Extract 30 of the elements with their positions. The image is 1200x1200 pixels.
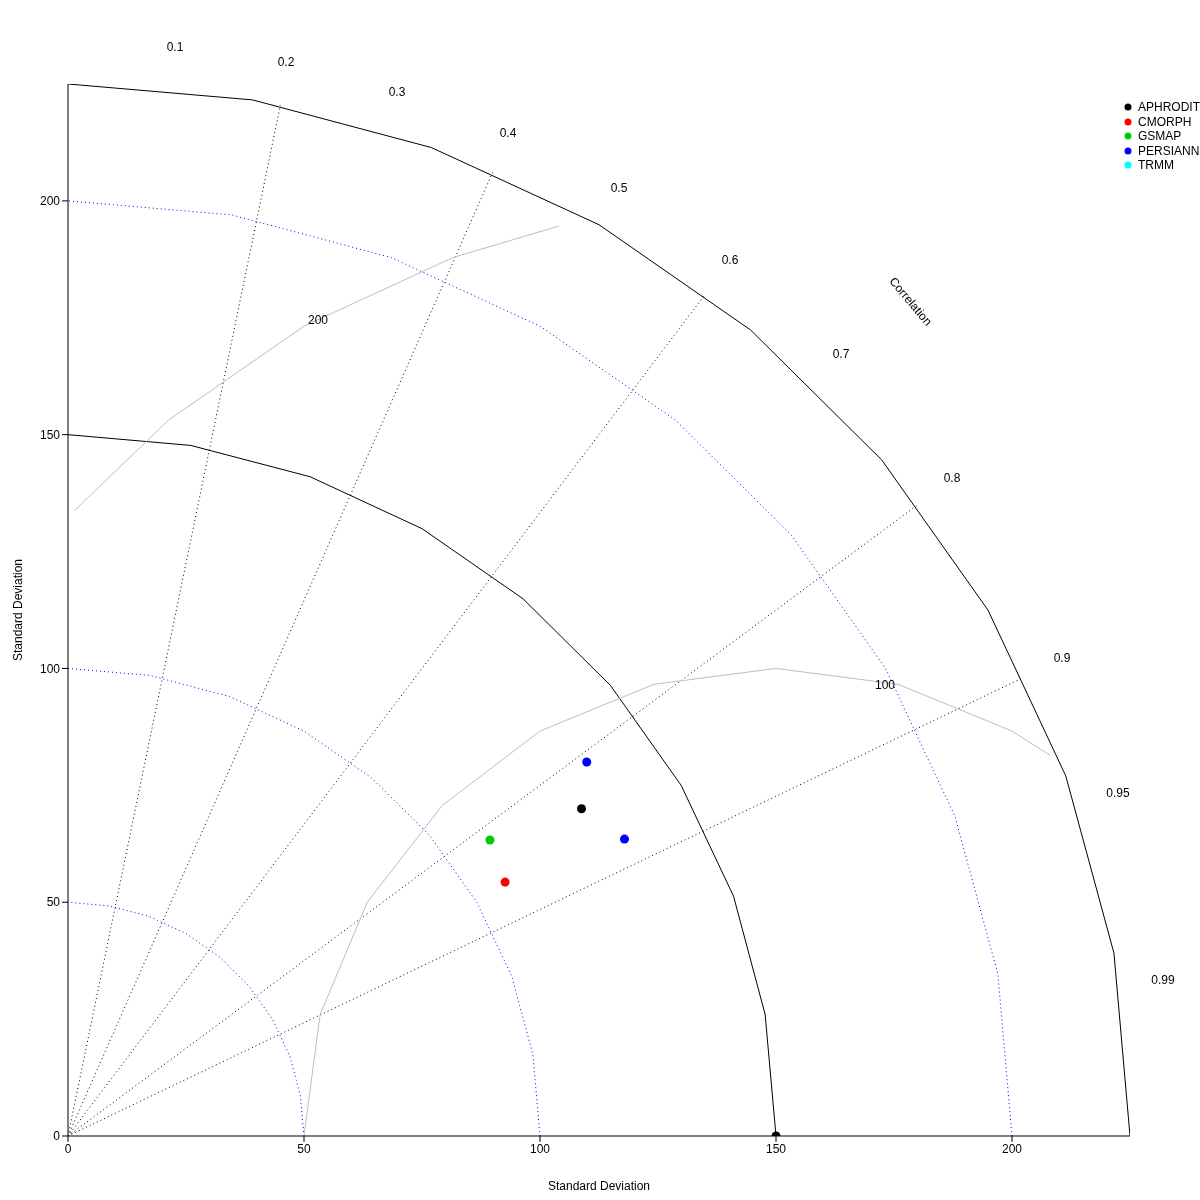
x-axis-title: Standard Deviation <box>547 1179 651 1193</box>
x-tick-label: 0 <box>64 1141 72 1156</box>
y-tick-label: 50 <box>46 895 61 910</box>
annotation: 0.6 <box>721 253 739 268</box>
legend-label: APHRODIT <box>1137 100 1200 115</box>
x-tick-label: 150 <box>765 1141 787 1156</box>
x-tick-label: 100 <box>529 1141 551 1156</box>
x-tick-label: 200 <box>1001 1141 1023 1156</box>
legend-label: GSMAP <box>1137 129 1182 144</box>
annotation: 0.8 <box>943 471 961 486</box>
annotation: 0.7 <box>832 347 850 362</box>
text: 0.1 <box>166 40 184 55</box>
legend-label: CMORPH <box>1137 114 1192 129</box>
legend-label: PERSIANN <box>1137 143 1200 158</box>
annotation: 100 <box>874 678 896 693</box>
annotation: 0.4 <box>499 126 517 141</box>
y-tick-label: 200 <box>39 194 61 209</box>
annotation: 0.5 <box>610 181 628 196</box>
text: 0.99 <box>1151 973 1175 988</box>
annotation: 0.3 <box>388 85 406 100</box>
y-tick-label: 150 <box>39 427 61 442</box>
annotation: 200 <box>307 313 329 328</box>
y-tick-label: 0 <box>53 1129 61 1144</box>
annotation: 0.95 <box>1106 786 1130 801</box>
y-tick-label: 100 <box>39 661 61 676</box>
legend-label: TRMM <box>1137 158 1174 173</box>
annotation: 0.9 <box>1053 651 1071 666</box>
text: 0.2 <box>277 55 295 70</box>
x-tick-label: 50 <box>297 1141 311 1156</box>
y-axis-title: Standard Deviation <box>11 558 26 662</box>
